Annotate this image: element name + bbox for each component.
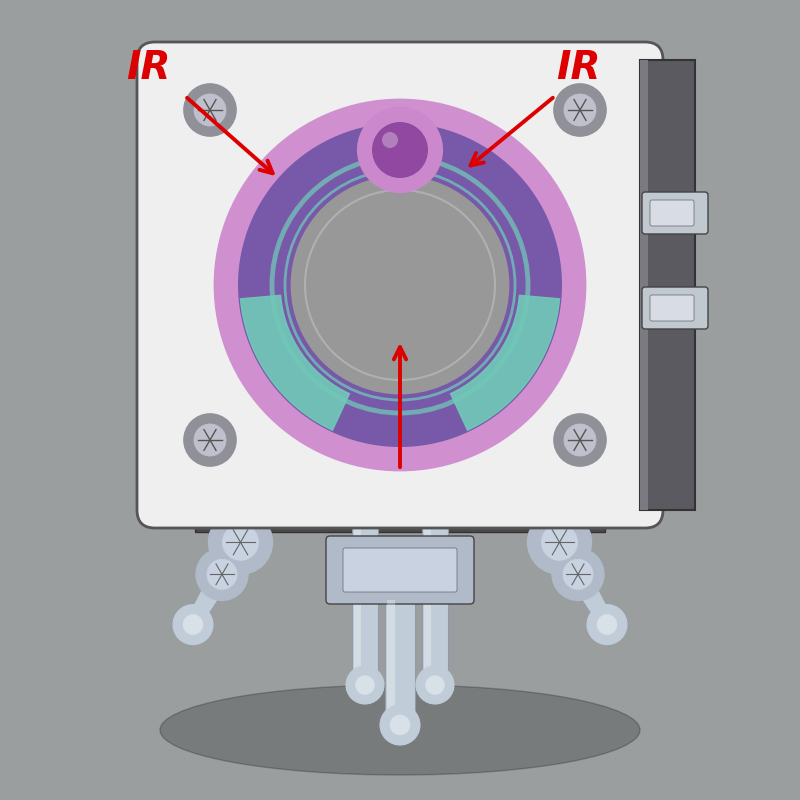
Text: IR: IR bbox=[556, 49, 600, 87]
Circle shape bbox=[292, 177, 508, 393]
Circle shape bbox=[355, 675, 374, 694]
Circle shape bbox=[196, 548, 248, 600]
Circle shape bbox=[222, 524, 258, 560]
Circle shape bbox=[382, 132, 398, 148]
Circle shape bbox=[554, 414, 606, 466]
FancyBboxPatch shape bbox=[650, 200, 694, 226]
Circle shape bbox=[426, 675, 445, 694]
Circle shape bbox=[554, 84, 606, 136]
Circle shape bbox=[552, 548, 604, 600]
Circle shape bbox=[184, 414, 236, 466]
Circle shape bbox=[563, 559, 593, 590]
Circle shape bbox=[597, 614, 617, 634]
Circle shape bbox=[183, 614, 203, 634]
Circle shape bbox=[173, 605, 213, 645]
Circle shape bbox=[209, 510, 273, 574]
Circle shape bbox=[207, 559, 237, 590]
Circle shape bbox=[587, 605, 627, 645]
Circle shape bbox=[542, 524, 578, 560]
Bar bbox=[385, 600, 415, 720]
Circle shape bbox=[215, 100, 585, 470]
Circle shape bbox=[564, 424, 596, 456]
Bar bbox=[195, 490, 605, 532]
Polygon shape bbox=[450, 295, 559, 430]
Bar bbox=[424, 512, 430, 680]
FancyBboxPatch shape bbox=[650, 295, 694, 321]
Circle shape bbox=[346, 666, 384, 704]
Circle shape bbox=[238, 123, 562, 447]
Bar bbox=[387, 600, 394, 720]
Bar bbox=[352, 512, 378, 680]
Circle shape bbox=[194, 424, 226, 456]
FancyBboxPatch shape bbox=[642, 287, 708, 329]
Polygon shape bbox=[181, 505, 270, 631]
Polygon shape bbox=[530, 505, 619, 631]
Ellipse shape bbox=[160, 685, 640, 775]
Circle shape bbox=[390, 715, 410, 735]
Bar bbox=[640, 60, 648, 510]
FancyBboxPatch shape bbox=[137, 42, 663, 528]
Circle shape bbox=[358, 108, 442, 192]
Circle shape bbox=[380, 705, 420, 745]
Polygon shape bbox=[241, 295, 350, 430]
FancyBboxPatch shape bbox=[642, 192, 708, 234]
Circle shape bbox=[372, 122, 428, 178]
FancyBboxPatch shape bbox=[326, 536, 474, 604]
Circle shape bbox=[564, 94, 596, 126]
Text: IR: IR bbox=[126, 49, 170, 87]
Circle shape bbox=[194, 94, 226, 126]
Bar bbox=[354, 512, 361, 680]
Circle shape bbox=[416, 666, 454, 704]
Bar bbox=[640, 60, 695, 510]
Circle shape bbox=[527, 510, 591, 574]
Bar bbox=[422, 512, 448, 680]
Circle shape bbox=[184, 84, 236, 136]
FancyBboxPatch shape bbox=[343, 548, 457, 592]
